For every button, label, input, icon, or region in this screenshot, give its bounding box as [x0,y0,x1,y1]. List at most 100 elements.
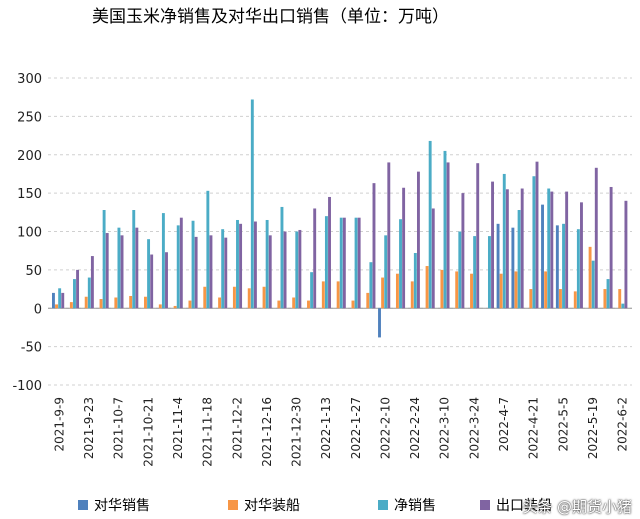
bar-出口装船-2022-4-7 [505,189,509,309]
x-tick-label: 2022-5-19 [586,397,600,459]
bar-出口装船-2022-4-14 [520,188,524,309]
bar-对华销售-2022-4-28 [541,204,544,309]
bar-出口装船-2021-12-16 [268,235,272,309]
bar-出口装船-2022-1-27 [357,217,361,309]
bar-净销售-2022-5-26 [606,279,610,309]
bar-净销售-2021-10-21 [147,239,151,309]
bar-出口装船-2021-9-30 [105,233,109,309]
bar-出口装船-2021-10-28 [165,252,168,309]
bar-净销售-2021-10-14 [132,210,136,309]
bar-对华销售-2022-4-14 [511,227,515,309]
bar-对华装船-2021-10-21 [144,296,147,309]
bar-对华装船-2021-9-16 [69,302,73,309]
bar-出口装船-2021-11-25 [224,237,228,309]
bar-出口装船-2022-3-10 [446,162,450,309]
bar-净销售-2021-9-30 [102,210,106,309]
bar-出口装船-2021-12-23 [283,231,287,309]
x-tick-label: 2022-2-24 [408,397,422,459]
bar-对华装船-2021-12-2 [232,286,236,309]
bar-出口装船-2021-10-7 [120,235,124,309]
bar-净销售-2022-6-2 [621,303,625,309]
bar-出口装船-2022-3-3 [431,208,435,309]
bar-对华装船-2022-1-13 [321,281,325,309]
bar-出口装船-2021-12-2 [239,223,243,309]
bar-对华装船-2022-1-6 [307,300,310,309]
bar-净销售-2021-12-2 [236,219,239,309]
bar-出口装船-2022-4-21 [535,161,539,309]
bar-对华装船-2021-10-28 [158,304,162,309]
bar-对华装船-2022-5-26 [603,289,607,309]
bar-净销售-2022-1-20 [339,217,343,309]
bar-净销售-2022-1-27 [354,217,358,309]
x-tick-label: 2021-10-21 [141,397,155,467]
bar-净销售-2022-5-12 [576,229,580,309]
x-axis: 2021-9-9 2021-9-23 2021-10-7 2021-10-21 2021… [52,397,629,467]
y-tick-label: -50 [21,341,42,356]
y-tick-label: 100 [17,226,42,241]
y-tick-label: 150 [17,187,42,202]
bar-净销售-2021-9-23 [87,277,91,309]
legend-label: 净销售 [394,498,436,514]
bar-出口装船-2022-1-20 [342,217,346,309]
bar-出口装船-2022-3-17 [461,193,465,309]
bar-对华装船-2021-9-9 [55,304,58,309]
bar-净销售-2022-3-3 [428,140,432,309]
bar-净销售-2021-11-25 [221,229,225,309]
bar-净销售-2022-4-14 [517,210,521,309]
bar-净销售-2021-10-28 [161,213,165,309]
bar-对华装船-2022-3-10 [440,269,444,309]
bar-出口装船-2022-3-24 [476,163,480,309]
bar-净销售-2021-9-16 [73,279,76,309]
bar-出口装船-2021-9-16 [76,269,80,309]
y-tick-label: 0 [34,302,42,317]
bar-对华装船-2022-4-21 [529,289,533,309]
bar-净销售-2021-9-9 [58,288,62,309]
bar-对华装船-2021-9-30 [99,299,103,309]
y-tick-label: 50 [25,264,42,279]
bar-出口装船-2021-9-23 [90,256,94,309]
bar-对华销售-2021-9-9 [52,292,55,309]
bar-对华装船-2022-5-12 [573,291,577,309]
bar-出口装船-2022-5-5 [565,191,569,309]
bar-对华装船-2022-2-24 [410,281,414,309]
x-tick-label: 2022-4-21 [527,397,541,459]
bar-对华装船-2022-1-27 [351,300,355,309]
bar-净销售-2021-12-30 [295,231,299,309]
x-tick-label: 2021-10-7 [112,397,126,459]
x-tick-label: 2022-1-13 [319,397,333,459]
bar-净销售-2021-11-18 [206,190,210,309]
bar-对华装船-2021-12-9 [247,288,251,309]
bars [52,99,628,338]
x-tick-label: 2022-3-24 [467,397,481,459]
bar-对华销售-2022-4-7 [496,223,500,309]
bar-出口装船-2022-4-28 [550,191,554,309]
bar-对华装船-2021-9-23 [84,296,88,309]
bar-净销售-2021-11-11 [191,220,195,309]
x-tick-label: 2022-6-2 [616,397,630,451]
bar-对华装船-2022-4-14 [514,271,518,309]
x-tick-label: 2021-12-30 [290,397,304,467]
bar-出口装船-2021-9-9 [61,292,65,309]
y-tick-label: 200 [17,149,42,164]
bar-对华装船-2021-10-7 [114,297,118,309]
bar-净销售-2022-2-17 [399,219,402,309]
x-tick-label: 2021-11-4 [171,397,185,459]
bar-净销售-2021-12-23 [280,206,284,309]
x-tick-label: 2022-2-10 [378,397,392,459]
y-tick-label: 300 [17,72,42,87]
x-tick-label: 2021-11-18 [201,397,215,467]
x-tick-label: 2022-1-27 [349,397,363,459]
bar-出口装船-2021-11-11 [194,236,198,309]
bar-出口装船-2022-6-2 [624,200,628,309]
bar-净销售-2022-4-21 [532,176,536,309]
bar-对华装船-2021-11-11 [188,300,192,309]
bar-净销售-2022-2-3 [369,262,373,309]
bar-对华销售-2022-5-5 [555,225,559,309]
bar-净销售-2022-4-28 [547,188,551,309]
bar-净销售-2022-3-31 [487,236,491,309]
bar-对华装船-2022-3-3 [425,266,429,309]
bar-对华装船-2022-2-3 [366,292,370,309]
bar-出口装船-2021-11-4 [179,217,183,309]
bar-对华销售-2022-2-10 [378,308,381,338]
